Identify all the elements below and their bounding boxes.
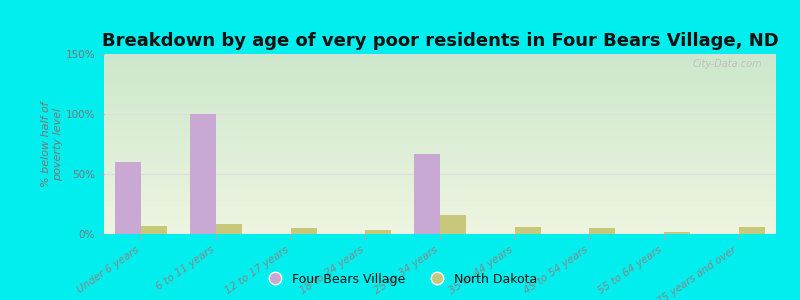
Bar	[664, 232, 690, 234]
Text: City-Data.com: City-Data.com	[693, 59, 762, 69]
Bar	[216, 224, 242, 234]
Legend: Four Bears Village, North Dakota: Four Bears Village, North Dakota	[258, 268, 542, 291]
Bar	[366, 230, 391, 234]
Bar	[115, 162, 142, 234]
Bar	[290, 228, 317, 234]
Bar	[414, 154, 440, 234]
Title: Breakdown by age of very poor residents in Four Bears Village, ND: Breakdown by age of very poor residents …	[102, 32, 778, 50]
Y-axis label: % below half of
poverty level: % below half of poverty level	[41, 101, 62, 187]
Bar	[142, 226, 167, 234]
Bar	[590, 228, 615, 234]
Bar	[190, 114, 216, 234]
Bar	[514, 227, 541, 234]
Bar	[738, 227, 765, 234]
Bar	[440, 215, 466, 234]
